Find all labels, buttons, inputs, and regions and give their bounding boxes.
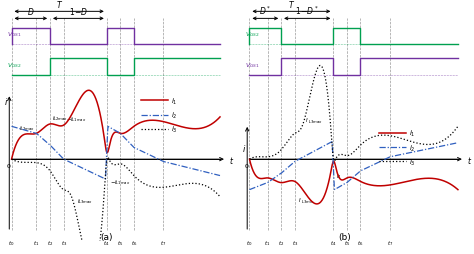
Text: $t_3$: $t_3$ [61, 238, 67, 247]
Text: $I_{L3max}$: $I_{L3max}$ [77, 196, 93, 205]
Text: $i$: $i$ [242, 142, 246, 153]
Text: $T$: $T$ [288, 0, 295, 10]
Text: 0: 0 [245, 163, 248, 168]
Text: $t_0$: $t_0$ [246, 238, 253, 247]
Text: $t_0$: $t_0$ [9, 238, 15, 247]
Text: $I'_{L3min}$: $I'_{L3min}$ [298, 196, 314, 205]
Text: $-I_{L1max}$: $-I_{L1max}$ [110, 177, 130, 186]
Text: $i$: $i$ [4, 96, 9, 107]
Text: $t_3$: $t_3$ [292, 238, 298, 247]
Text: $D^*$: $D^*$ [259, 5, 272, 17]
Text: $I_{L2max}$: $I_{L2max}$ [52, 114, 68, 123]
Text: $i_1$: $i_1$ [171, 96, 178, 106]
Text: $-I_{L1max}$: $-I_{L1max}$ [66, 115, 86, 124]
Text: $V_{GS1}$: $V_{GS1}$ [7, 30, 22, 39]
Text: $t_2$: $t_2$ [278, 238, 284, 247]
Text: $t_5$: $t_5$ [344, 238, 350, 247]
Text: $V_{GS1}$: $V_{GS1}$ [245, 60, 260, 69]
Text: $i_2$: $i_2$ [409, 143, 416, 153]
Text: $t_1$: $t_1$ [264, 238, 271, 247]
Text: $t_6$: $t_6$ [131, 238, 137, 247]
Text: $t_1$: $t_1$ [33, 238, 40, 247]
Text: $t$: $t$ [467, 154, 472, 165]
Text: $t_6$: $t_6$ [357, 238, 364, 247]
Text: (b): (b) [338, 232, 351, 241]
Text: $I'_{L3max}$: $I'_{L3max}$ [305, 117, 323, 126]
Text: $t_5$: $t_5$ [117, 238, 123, 247]
Text: $i_3$: $i_3$ [409, 157, 416, 167]
Text: $T$: $T$ [55, 0, 63, 10]
Text: $t_2$: $t_2$ [47, 238, 53, 247]
Text: 0: 0 [7, 163, 10, 168]
Text: $i_3$: $i_3$ [171, 124, 178, 134]
Text: $I_4$: $I_4$ [336, 171, 341, 180]
Text: $i_1$: $i_1$ [409, 129, 416, 139]
Text: $t_4$: $t_4$ [103, 238, 110, 247]
Text: $t_4$: $t_4$ [330, 238, 337, 247]
Text: $i_2$: $i_2$ [171, 110, 178, 120]
Text: $1\!-\!D$: $1\!-\!D$ [69, 6, 88, 17]
Text: $t_7$: $t_7$ [160, 238, 166, 247]
Text: $1\!-\!D^*$: $1\!-\!D^*$ [295, 5, 319, 17]
Text: $I_{L2max}$: $I_{L2max}$ [19, 124, 36, 133]
Text: $V_{GS2}$: $V_{GS2}$ [245, 30, 260, 39]
Text: $t$: $t$ [229, 154, 234, 165]
Text: (a): (a) [100, 232, 113, 241]
Text: $D$: $D$ [27, 6, 35, 17]
Text: $V_{GS2}$: $V_{GS2}$ [7, 60, 22, 69]
Text: $t_7$: $t_7$ [387, 238, 393, 247]
